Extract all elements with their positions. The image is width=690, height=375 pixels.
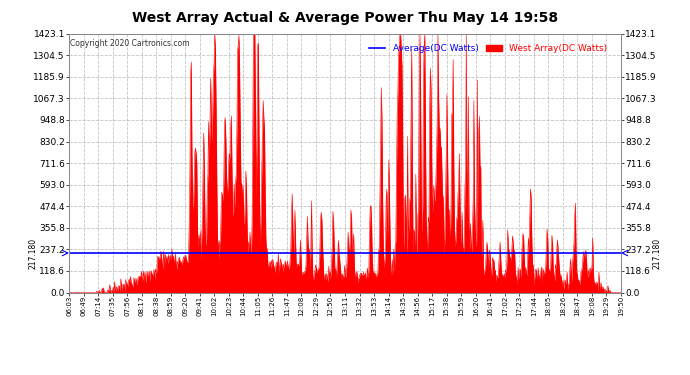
Text: 217.180: 217.180 [28, 237, 38, 268]
Text: Copyright 2020 Cartronics.com: Copyright 2020 Cartronics.com [70, 39, 190, 48]
Legend: Average(DC Watts), West Array(DC Watts): Average(DC Watts), West Array(DC Watts) [366, 41, 611, 57]
Text: West Array Actual & Average Power Thu May 14 19:58: West Array Actual & Average Power Thu Ma… [132, 11, 558, 25]
Text: 217.180: 217.180 [652, 237, 662, 268]
